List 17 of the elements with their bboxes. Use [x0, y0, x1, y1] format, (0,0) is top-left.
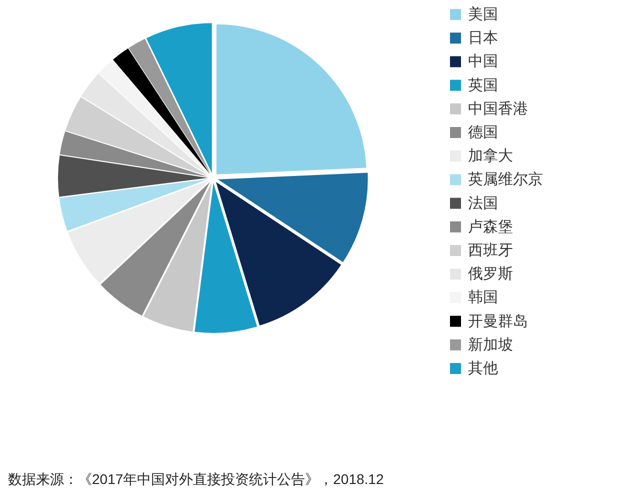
legend-label: 开曼群岛 — [468, 312, 528, 330]
legend-label: 中国香港 — [468, 100, 528, 118]
legend-label: 俄罗斯 — [468, 266, 513, 283]
legend-label: 韩国 — [468, 289, 498, 306]
legend-label: 其他 — [468, 360, 498, 377]
legend-label: 美国 — [468, 6, 498, 23]
legend-label: 日本 — [468, 30, 498, 47]
legend-label: 英属维尔京 — [468, 171, 543, 188]
legend-label: 西班牙 — [468, 242, 513, 259]
legend-label: 英国 — [468, 76, 498, 94]
source-note: 数据来源：《2017年中国对外直接投资统计公告》，2018.12 — [8, 471, 384, 487]
legend-label: 新加坡 — [468, 336, 513, 354]
legend-label: 卢森堡 — [468, 218, 513, 236]
legend-label: 法国 — [468, 194, 498, 212]
legend-label: 德国 — [468, 124, 498, 141]
legend-label: 中国 — [468, 53, 498, 70]
legend-label: 加拿大 — [468, 148, 513, 165]
